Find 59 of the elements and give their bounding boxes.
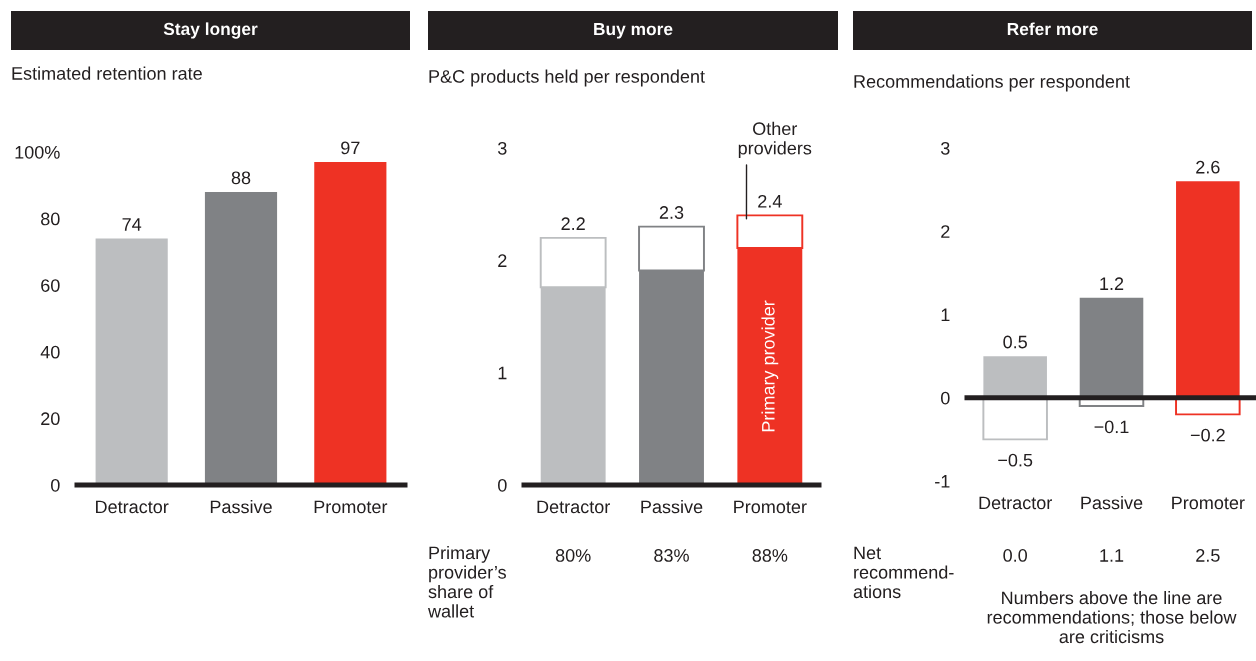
total-label: 2.3 — [659, 206, 684, 219]
data-label: −0.2 — [1190, 428, 1225, 442]
y-tick-label: 0 — [51, 478, 60, 492]
bar — [1079, 297, 1144, 398]
x-tick-label: Passive — [1081, 496, 1143, 510]
data-label: 2.6 — [1196, 160, 1220, 174]
bar — [1176, 181, 1240, 398]
y-tick-label: 1 — [498, 366, 507, 380]
y-tick-label: 0 — [498, 478, 507, 492]
text: 1.1 — [1100, 549, 1124, 562]
x-tick-label: Promoter — [314, 500, 388, 514]
data-label: 1.2 — [1100, 277, 1124, 290]
y-tick-label: -1 — [935, 475, 950, 488]
data-label: −0.5 — [998, 453, 1033, 467]
y-tick-label: 2 — [941, 225, 950, 238]
bar — [95, 238, 168, 485]
y-tick-label: 40 — [40, 345, 60, 359]
y-tick-label: 100% — [15, 145, 60, 159]
series-label: Primary provider — [761, 300, 779, 432]
chart-title: Refer more — [1007, 22, 1098, 36]
x-tick-label: Promoter — [1172, 496, 1245, 510]
text: 0.0 — [1003, 549, 1028, 562]
text: 2.5 — [1196, 549, 1220, 562]
y-tick-label: 0 — [941, 391, 950, 405]
data-label: 88 — [231, 171, 251, 185]
text: Numbers above the line are recommendations; those below are criticisms — [987, 591, 1237, 644]
chart-title: Stay longer — [163, 22, 258, 39]
text: 83% — [654, 549, 689, 562]
text: 80% — [555, 549, 591, 562]
x-tick-label: Promoter — [734, 500, 807, 514]
chart-subtitle: P&C products held per respondent — [429, 69, 705, 87]
data-label: 0.5 — [1003, 335, 1027, 349]
text: 88% — [752, 549, 788, 562]
text: Other providers — [738, 121, 812, 159]
data-label: −0.1 — [1094, 420, 1129, 434]
y-tick-label: 3 — [940, 141, 950, 155]
bar — [204, 191, 278, 485]
text: Net recommend- ations — [853, 546, 954, 599]
x-tick-label: Detractor — [96, 500, 169, 514]
y-tick-label: 3 — [497, 141, 507, 155]
x-tick-label: Detractor — [537, 500, 610, 514]
y-tick-label: 2 — [498, 254, 507, 267]
bar — [983, 356, 1047, 398]
text: Primary provider’s share of wallet — [427, 546, 506, 618]
y-tick-label: 80 — [41, 212, 60, 226]
data-label: 97 — [341, 141, 360, 155]
x-tick-label: Passive — [210, 500, 272, 514]
y-tick-label: 60 — [41, 279, 60, 292]
chart-title: Buy more — [594, 23, 673, 39]
total-label: 2.4 — [758, 194, 782, 208]
total-label: 2.2 — [561, 217, 585, 230]
y-tick-label: 20 — [41, 412, 60, 426]
data-label: 74 — [122, 218, 142, 231]
x-tick-label: Detractor — [979, 496, 1052, 510]
chart-subtitle: Estimated retention rate — [12, 66, 202, 80]
x-tick-label: Passive — [641, 500, 703, 514]
bar — [314, 161, 387, 485]
chart-subtitle: Recommendations per respondent — [854, 74, 1130, 92]
y-tick-label: 1 — [941, 308, 950, 322]
